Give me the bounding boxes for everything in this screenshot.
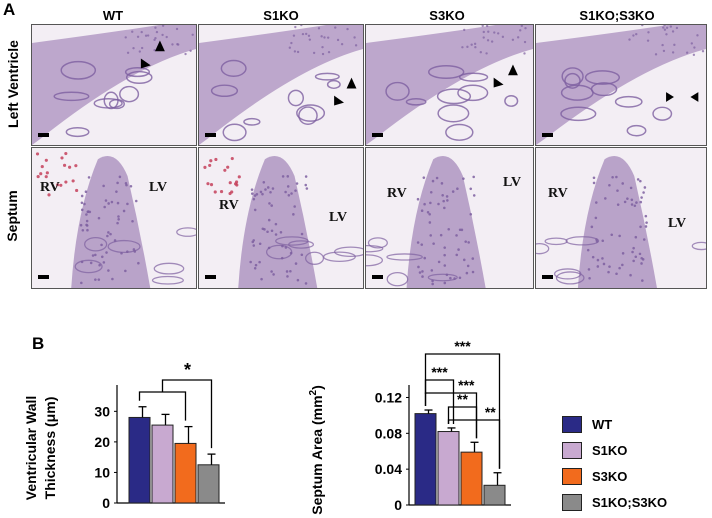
septum-tissue [71, 156, 151, 288]
arrowhead-icon [690, 92, 699, 102]
panel-b-letter: B [32, 334, 45, 353]
bar [197, 464, 220, 504]
arrowhead-icon [346, 77, 357, 89]
right-ventricle-label: RV [40, 180, 60, 195]
left-ventricle-label: LV [503, 175, 522, 190]
column-label-s1ko: S1KO [263, 8, 299, 23]
legend-label: WT [592, 417, 613, 432]
significance-label: ** [457, 391, 468, 407]
column-label-s1ko-s3ko: S1KO;S3KO [579, 8, 655, 23]
significance-label: * [184, 360, 191, 380]
y-tick-label: 0.08 [375, 425, 402, 441]
arrowhead-icon [334, 95, 344, 106]
septum-tissue [577, 156, 657, 288]
scale-bar [38, 275, 49, 279]
arrowhead-icon [140, 58, 151, 69]
scale-bar [372, 133, 383, 137]
left-ventricle-micrograph [198, 24, 364, 146]
septum-micrograph: RV LV [535, 147, 707, 289]
scale-bar [38, 133, 49, 137]
septum-micrograph: RV LV [365, 147, 534, 289]
ventricular-wall-tissue [199, 25, 363, 145]
septum-area-chart: 00.040.080.12*************Septum Area (m… [308, 338, 511, 515]
ventricular-wall-tissue [32, 25, 196, 145]
right-ventricle-label: RV [387, 186, 407, 201]
arrowhead-icon [508, 64, 518, 76]
column-label-wt: WT [102, 8, 124, 23]
bar [174, 442, 197, 504]
left-ventricle-label: LV [329, 210, 348, 225]
left-ventricle-micrograph [535, 24, 707, 146]
bar [151, 424, 174, 504]
significance-label: *** [458, 377, 475, 393]
column-label-s3ko: S3KO [429, 8, 465, 23]
septum-micrograph: RV LV [31, 147, 197, 289]
legend-swatch [562, 468, 582, 485]
y-tick-label: 10 [94, 464, 110, 480]
scale-bar [205, 275, 216, 279]
bar [414, 413, 437, 506]
y-tick-label: 0.04 [375, 461, 402, 477]
bar [460, 451, 483, 506]
y-tick-label: 0.12 [375, 389, 402, 405]
ventricular-wall-tissue [536, 25, 706, 145]
right-ventricle-label: RV [219, 198, 239, 213]
row-label-septum: Septum [4, 190, 20, 242]
arrowhead-icon [666, 92, 674, 102]
septum-tissue [406, 156, 486, 288]
y-tick-label: 0 [394, 497, 402, 513]
arrowhead-icon [493, 77, 504, 88]
significance-bracket [161, 379, 213, 449]
legend-swatch [562, 494, 582, 511]
legend-swatch [562, 442, 582, 459]
bar [128, 416, 151, 504]
left-ventricle-micrograph [31, 24, 197, 146]
left-ventricle-label: LV [149, 180, 168, 195]
significance-bracket [424, 353, 501, 469]
septum-micrograph: RV LV [198, 147, 364, 289]
y-tick-label: 20 [94, 434, 110, 450]
y-axis-label: Septum Area (mm2) [308, 385, 325, 515]
y-axis-label: Ventricular Wall [23, 396, 39, 501]
significance-label: *** [454, 338, 471, 354]
row-label-left-ventricle: Left Ventricle [5, 40, 21, 128]
y-tick-label: 30 [94, 403, 110, 419]
bar [483, 484, 506, 506]
legend-label: S3KO [592, 469, 628, 484]
significance-label: ** [485, 404, 496, 420]
significance-bracket [447, 419, 501, 469]
y-tick-label: 0 [102, 495, 110, 511]
arrowhead-icon [154, 40, 165, 52]
septum-tissue [238, 156, 318, 288]
scale-bar [542, 133, 553, 137]
scale-bar [372, 275, 383, 279]
legend-label: S1KO;S3KO [592, 495, 668, 510]
left-ventricle-label: LV [668, 216, 687, 231]
panel-a-letter: A [3, 0, 16, 19]
scale-bar [542, 275, 553, 279]
significance-bracket [447, 406, 478, 439]
y-axis-label-units: Thickness (μm) [42, 397, 58, 500]
right-ventricle-label: RV [548, 186, 568, 201]
scale-bar [205, 133, 216, 137]
bar [437, 431, 460, 506]
ventricular-wall-tissue [366, 25, 533, 145]
significance-label: *** [431, 364, 448, 380]
legend-swatch [562, 416, 582, 433]
left-ventricle-micrograph [365, 24, 534, 146]
wall-thickness-chart: 0 10 20 30 * Ventricular Wall Thickness (μm) [23, 360, 225, 511]
legend-label: S1KO [592, 443, 628, 458]
